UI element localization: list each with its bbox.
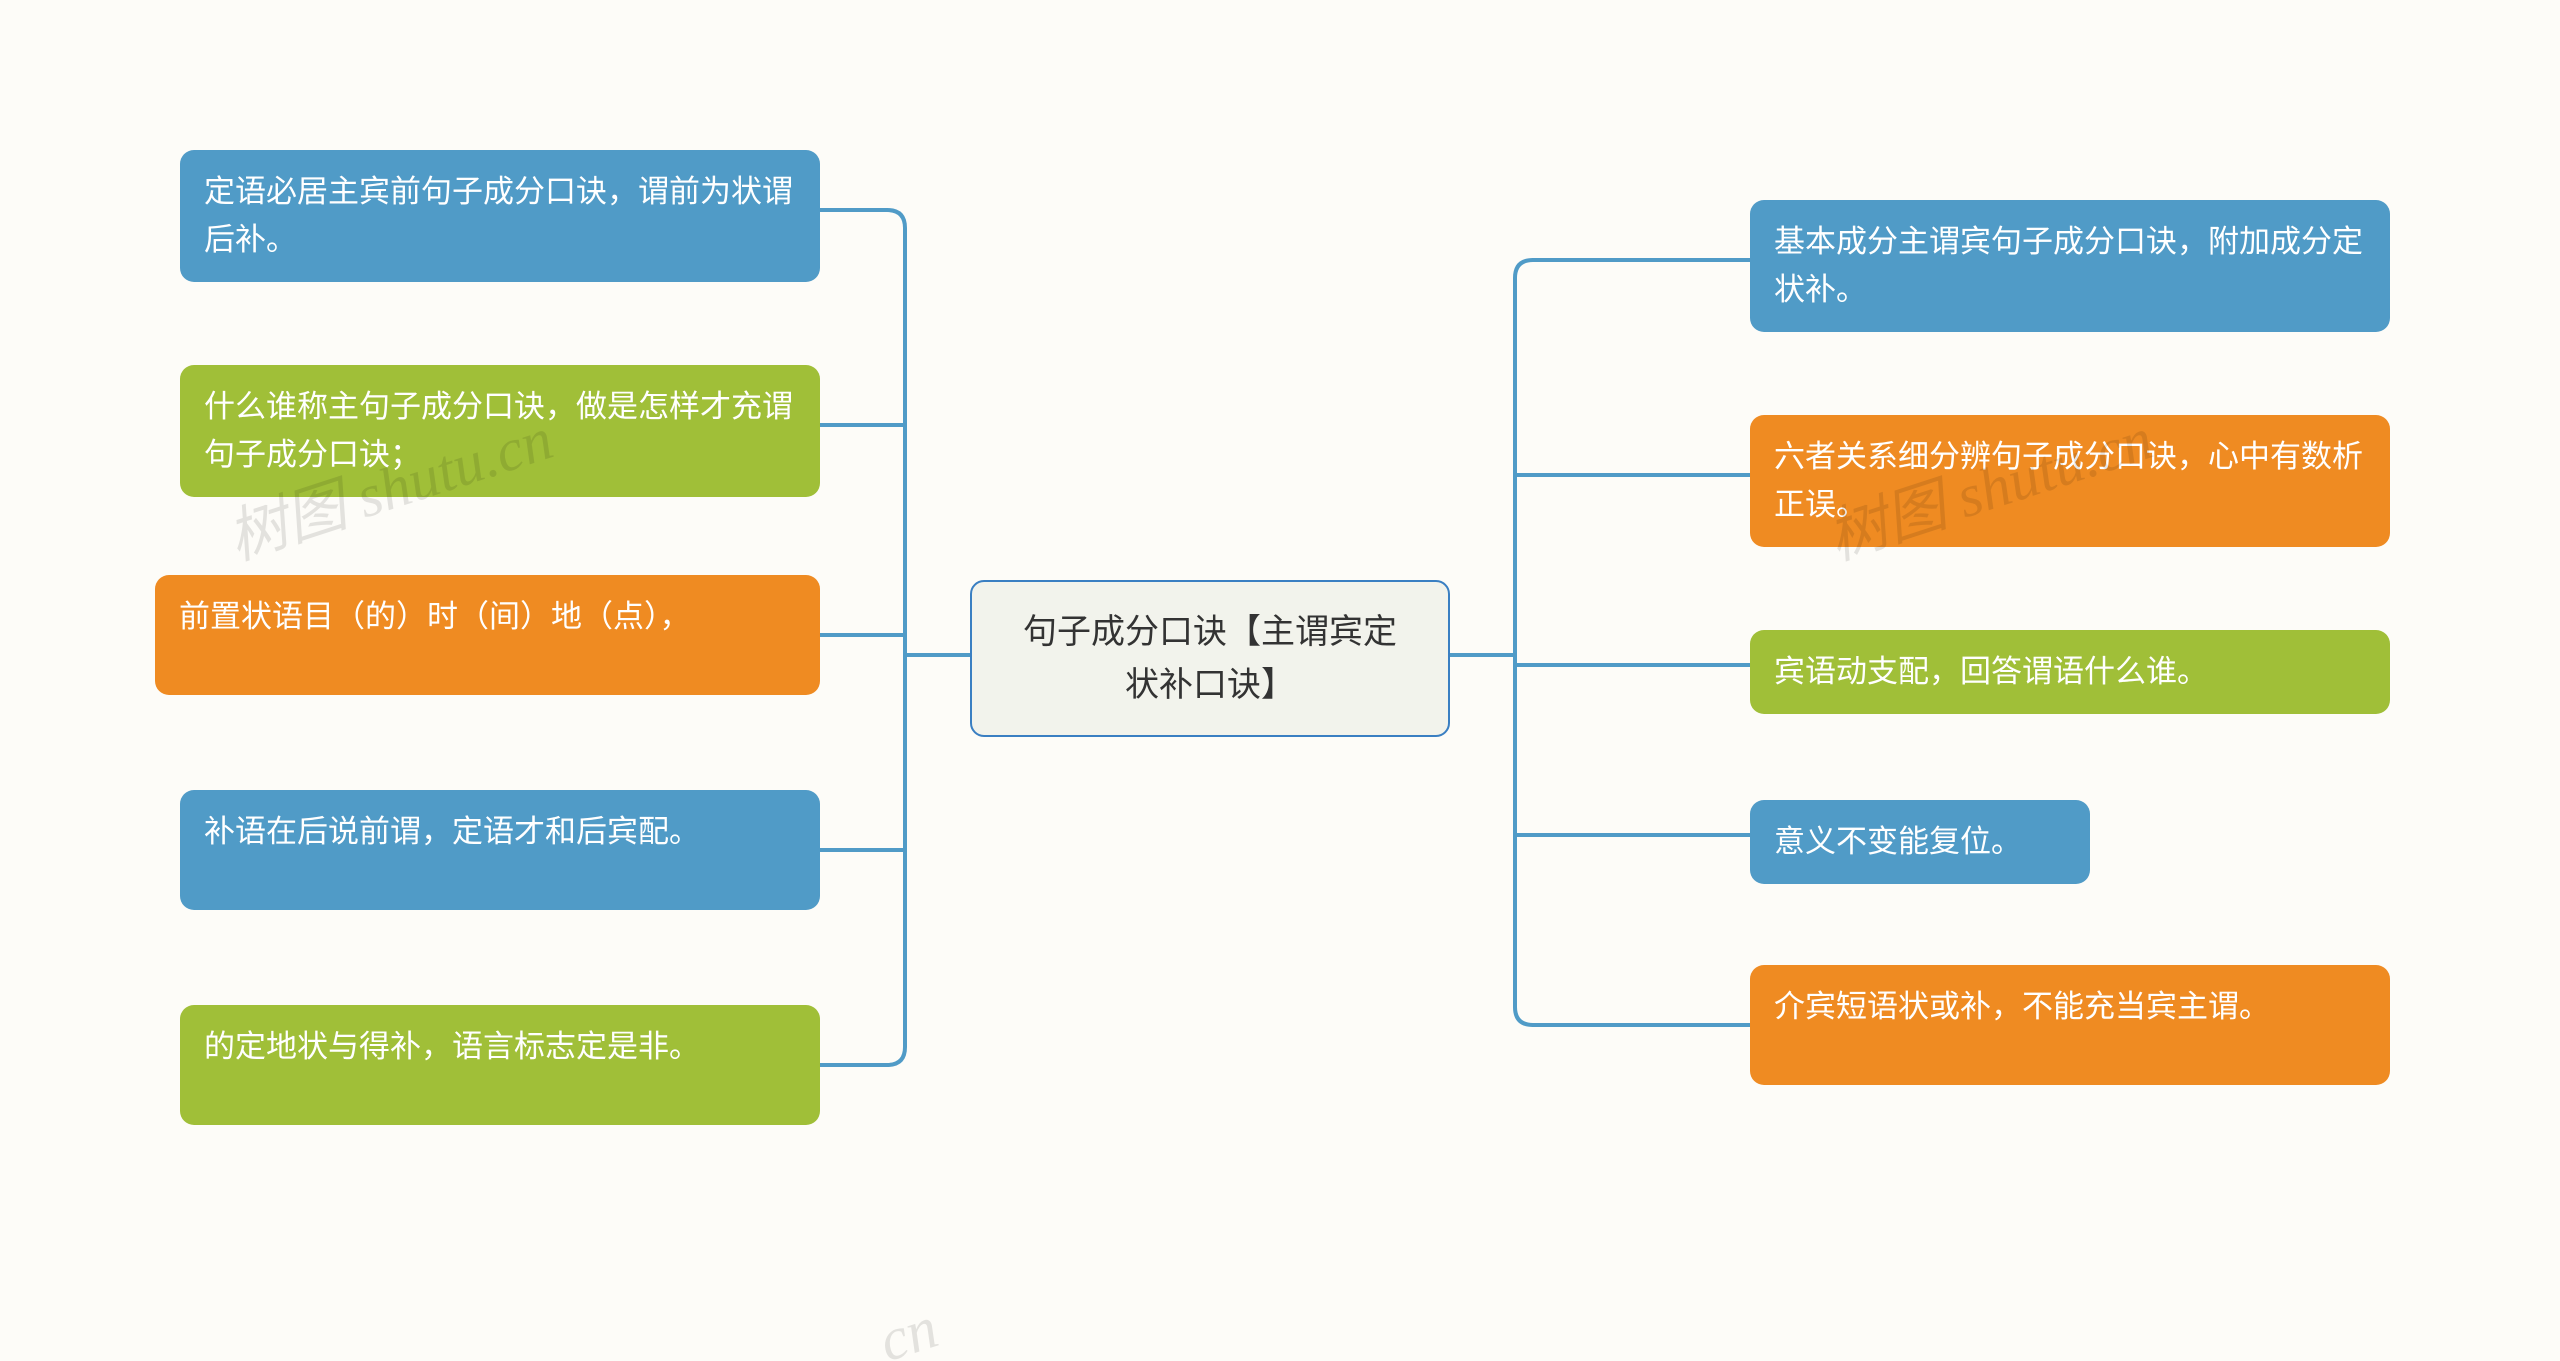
right-branch-2: 宾语动支配，回答谓语什么谁。 [1750,630,2390,714]
right-branch-0: 基本成分主谓宾句子成分口诀，附加成分定状补。 [1750,200,2390,332]
right-branch-1-text: 六者关系细分辨句子成分口诀，心中有数析正误。 [1774,439,2363,522]
left-branch-3-text: 补语在后说前谓，定语才和后宾配。 [204,814,700,849]
right-branch-0-text: 基本成分主谓宾句子成分口诀，附加成分定状补。 [1774,224,2363,307]
left-branch-0: 定语必居主宾前句子成分口诀，谓前为状谓后补。 [180,150,820,282]
left-branch-1: 什么谁称主句子成分口诀，做是怎样才充谓句子成分口诀； [180,365,820,497]
right-branch-3-text: 意义不变能复位。 [1774,824,2022,859]
left-branch-4: 的定地状与得补，语言标志定是非。 [180,1005,820,1125]
watermark-2: cn [871,1293,946,1361]
left-branch-4-text: 的定地状与得补，语言标志定是非。 [204,1029,700,1064]
left-branch-0-text: 定语必居主宾前句子成分口诀，谓前为状谓后补。 [204,174,793,257]
left-branch-3: 补语在后说前谓，定语才和后宾配。 [180,790,820,910]
right-branch-4: 介宾短语状或补，不能充当宾主谓。 [1750,965,2390,1085]
right-branch-3: 意义不变能复位。 [1750,800,2090,884]
left-branch-2: 前置状语目（的）时（间）地（点）， [155,575,820,695]
left-branch-1-text: 什么谁称主句子成分口诀，做是怎样才充谓句子成分口诀； [204,389,793,472]
center-line2: 状补口诀】 [1125,666,1295,704]
left-branch-2-text: 前置状语目（的）时（间）地（点）， [179,599,691,634]
right-branch-4-text: 介宾短语状或补，不能充当宾主谓。 [1774,989,2270,1024]
center-node: 句子成分口诀【主谓宾定 状补口诀】 [970,580,1450,737]
center-line1: 句子成分口诀【主谓宾定 [1023,613,1397,651]
right-branch-1: 六者关系细分辨句子成分口诀，心中有数析正误。 [1750,415,2390,547]
right-branch-2-text: 宾语动支配，回答谓语什么谁。 [1774,654,2208,689]
